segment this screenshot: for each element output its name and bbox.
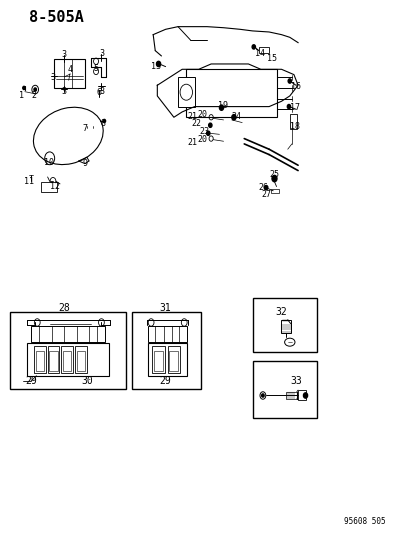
Bar: [36, 351, 44, 371]
Circle shape: [287, 104, 290, 109]
Circle shape: [261, 394, 263, 397]
Text: 8-505A: 8-505A: [29, 10, 83, 25]
Text: 1: 1: [19, 92, 24, 100]
Bar: [132, 312, 200, 389]
Circle shape: [34, 88, 36, 91]
Bar: [47, 346, 59, 373]
Bar: [85, 117, 96, 126]
Text: 9: 9: [82, 159, 87, 167]
Text: 3: 3: [99, 87, 104, 96]
Bar: [63, 351, 71, 371]
Text: 23: 23: [199, 127, 209, 135]
Ellipse shape: [33, 107, 103, 165]
Text: 3: 3: [62, 51, 66, 59]
Text: 3: 3: [99, 49, 104, 58]
Circle shape: [23, 86, 25, 90]
Bar: [258, 47, 268, 53]
Text: 29: 29: [159, 376, 171, 386]
Bar: [49, 351, 57, 371]
Circle shape: [252, 45, 255, 49]
Text: 14: 14: [254, 49, 264, 58]
Text: 28: 28: [58, 303, 70, 313]
Bar: [154, 351, 163, 371]
Bar: [77, 351, 85, 371]
Text: 25: 25: [268, 171, 278, 179]
Text: 21: 21: [187, 112, 197, 120]
Text: 19: 19: [217, 101, 227, 109]
Bar: [178, 77, 194, 107]
Bar: [271, 189, 278, 193]
Bar: [54, 59, 85, 88]
Circle shape: [219, 105, 223, 110]
Circle shape: [287, 79, 291, 83]
Circle shape: [208, 123, 211, 127]
Text: 20: 20: [197, 135, 207, 144]
Text: 21: 21: [187, 139, 197, 147]
Text: 17: 17: [290, 103, 299, 112]
Bar: [297, 390, 305, 400]
Text: 31: 31: [159, 303, 171, 313]
Bar: [167, 346, 180, 373]
Text: 3: 3: [62, 87, 66, 96]
Text: 29: 29: [25, 376, 37, 386]
Bar: [27, 343, 109, 376]
Text: 20: 20: [197, 110, 207, 119]
Text: 24: 24: [230, 112, 240, 120]
Circle shape: [156, 61, 160, 67]
Text: 7: 7: [83, 125, 88, 133]
Bar: [40, 182, 57, 192]
Text: 15: 15: [267, 54, 277, 63]
Bar: [31, 326, 104, 342]
Bar: [152, 346, 164, 373]
Text: 27: 27: [261, 190, 271, 198]
Bar: [148, 326, 187, 342]
Text: 18: 18: [290, 123, 299, 131]
Bar: [289, 114, 297, 129]
Bar: [280, 320, 290, 333]
Text: 30: 30: [81, 376, 93, 386]
Text: 2: 2: [31, 92, 36, 100]
Bar: [186, 69, 277, 117]
Circle shape: [264, 185, 267, 190]
Circle shape: [271, 175, 276, 182]
Circle shape: [231, 115, 235, 120]
Text: 5: 5: [93, 64, 98, 72]
Text: 26: 26: [258, 183, 268, 192]
Text: 95608 505: 95608 505: [343, 517, 384, 526]
Text: 13: 13: [151, 62, 161, 70]
Bar: [286, 392, 296, 399]
Text: 8: 8: [100, 119, 105, 128]
Text: 10: 10: [44, 158, 54, 166]
Circle shape: [103, 119, 105, 123]
Bar: [148, 343, 187, 376]
Text: 3: 3: [50, 73, 55, 82]
Text: 16: 16: [291, 82, 301, 91]
Text: 11: 11: [24, 177, 34, 186]
Text: 6: 6: [96, 88, 101, 97]
Bar: [34, 346, 45, 373]
Ellipse shape: [284, 338, 294, 346]
Bar: [75, 346, 87, 373]
Bar: [252, 298, 316, 352]
Text: 33: 33: [290, 376, 301, 386]
Circle shape: [303, 393, 307, 398]
Text: 22: 22: [191, 119, 201, 128]
Bar: [61, 346, 73, 373]
Bar: [10, 312, 126, 389]
Text: 4: 4: [68, 65, 73, 74]
Bar: [169, 351, 178, 371]
Text: 32: 32: [275, 307, 286, 317]
Bar: [252, 361, 316, 418]
Circle shape: [206, 131, 209, 135]
Text: 12: 12: [50, 182, 60, 191]
